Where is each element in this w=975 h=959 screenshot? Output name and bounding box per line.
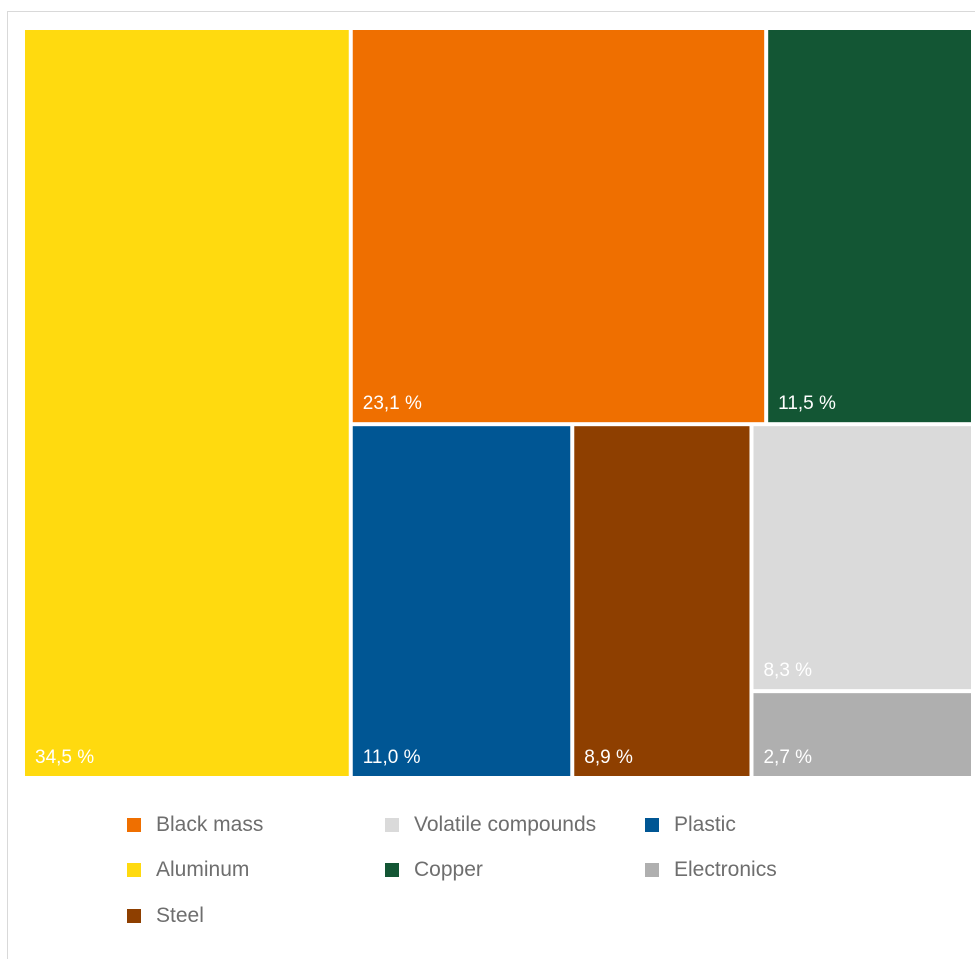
- chart-frame: [7, 11, 975, 959]
- tile-copper: [768, 30, 971, 423]
- tile-label-copper: 11,5 %: [778, 393, 836, 414]
- tile-label-volatile-compounds: 8,3 %: [763, 660, 812, 681]
- tile-aluminum: [25, 30, 349, 776]
- tile-plastic: [352, 426, 571, 776]
- tile-label-steel: 8,9 %: [584, 747, 633, 768]
- tile-label-electronics: 2,7 %: [763, 747, 812, 768]
- tile-volatile-compounds: [753, 426, 971, 690]
- tile-electronics: [753, 693, 971, 776]
- tile-steel: [574, 426, 750, 776]
- tile-label-aluminum: 34,5 %: [35, 747, 94, 768]
- tile-label-black-mass: 23,1 %: [363, 393, 422, 414]
- tile-label-plastic: 11,0 %: [363, 747, 421, 768]
- tile-black-mass: [352, 30, 765, 423]
